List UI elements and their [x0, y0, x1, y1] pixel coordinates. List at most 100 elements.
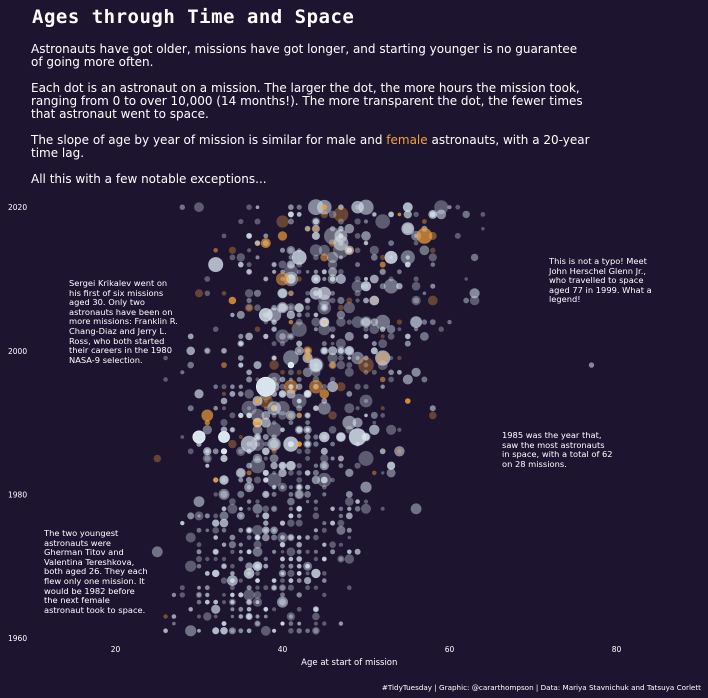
data-point-17 [309, 379, 323, 394]
background-dot [327, 352, 338, 364]
background-dot [405, 261, 411, 268]
background-dot [255, 514, 260, 518]
background-dot [363, 384, 369, 390]
background-dot [246, 304, 253, 311]
subtitle-paragraph-3: The slope of age by year of mission is s… [31, 134, 591, 160]
background-dot [238, 218, 244, 225]
background-dot [328, 267, 338, 277]
background-dot [260, 417, 271, 428]
background-dot [338, 513, 344, 519]
background-dot [313, 327, 318, 332]
background-dot [296, 426, 303, 433]
background-dot [380, 506, 385, 511]
background-dot [151, 546, 163, 558]
background-dot [238, 614, 244, 619]
background-dot [255, 621, 260, 626]
background-dot [280, 370, 285, 375]
background-dot [255, 614, 260, 619]
background-dot [288, 334, 294, 339]
background-dot [236, 310, 245, 319]
caption: #TidyTuesday | Graphic: @cararthompson |… [381, 683, 701, 692]
background-dot [254, 434, 261, 440]
background-dot [221, 528, 227, 533]
background-dot [327, 259, 338, 270]
background-dot [288, 513, 294, 519]
background-dot [330, 341, 335, 346]
background-dot [311, 475, 321, 485]
background-dot [463, 297, 470, 304]
background-dot [311, 217, 321, 226]
background-dot [279, 584, 286, 592]
background-dot [238, 549, 243, 554]
background-dot [280, 550, 285, 554]
background-dot [321, 384, 327, 390]
background-dot [304, 448, 311, 455]
y-tick-label-2000: 2000 [8, 347, 27, 356]
background-dot [270, 462, 278, 470]
background-dot [320, 447, 328, 455]
background-dot [230, 571, 235, 576]
background-dot [246, 233, 252, 239]
background-dot [336, 525, 346, 535]
background-dot [263, 556, 268, 562]
background-dot [335, 338, 346, 349]
background-dot [296, 505, 303, 512]
background-dot [313, 534, 319, 541]
background-dot [346, 527, 352, 533]
background-dot [311, 224, 320, 233]
background-dot [378, 339, 388, 348]
background-dot [342, 415, 357, 430]
data-point-12 [324, 227, 342, 245]
background-dot [346, 247, 353, 254]
background-dot [229, 534, 236, 541]
background-dot [278, 461, 287, 470]
background-dot [246, 607, 252, 612]
background-dot [305, 549, 310, 554]
background-dot [196, 556, 202, 562]
background-dot [419, 245, 430, 256]
background-dot [333, 206, 349, 222]
background-dot [336, 317, 346, 327]
background-dot [422, 291, 427, 296]
background-dot [321, 556, 327, 562]
chart-subtitle: Astronauts have got older, missions have… [31, 43, 591, 199]
background-dot [255, 255, 260, 260]
background-dot [262, 533, 270, 542]
background-dot [288, 578, 294, 583]
subtitle-paragraph-2: Each dot is an astronaut on a mission. T… [31, 81, 583, 121]
x-tick-label-40: 40 [278, 645, 288, 654]
background-dot [351, 316, 364, 328]
background-dot [279, 570, 286, 577]
background-dot [230, 384, 235, 390]
background-dot [228, 296, 237, 305]
background-dot [334, 229, 348, 243]
background-dot [244, 389, 254, 399]
background-dot [345, 512, 353, 520]
background-dot [379, 261, 386, 268]
background-dot [338, 240, 344, 246]
background-dot [221, 556, 227, 562]
background-dot [196, 549, 202, 555]
background-dot [308, 357, 324, 373]
background-dot [354, 548, 361, 555]
background-dot [187, 448, 194, 455]
background-dot [322, 484, 327, 490]
background-dot [252, 417, 263, 428]
background-dot [413, 240, 419, 246]
background-dot [296, 463, 302, 469]
background-dot [219, 511, 229, 521]
background-dot [219, 475, 229, 485]
background-dot [338, 506, 344, 511]
background-dot [271, 262, 277, 267]
background-dot [221, 542, 227, 547]
background-dot [288, 563, 294, 569]
background-dot [296, 448, 302, 454]
background-dot [313, 269, 318, 274]
background-dot [228, 541, 236, 549]
background-dot [296, 484, 302, 490]
background-dot [363, 240, 369, 246]
background-dot [312, 612, 320, 621]
background-dot [321, 319, 327, 325]
data-point-16 [348, 428, 367, 446]
background-dot [249, 458, 266, 474]
